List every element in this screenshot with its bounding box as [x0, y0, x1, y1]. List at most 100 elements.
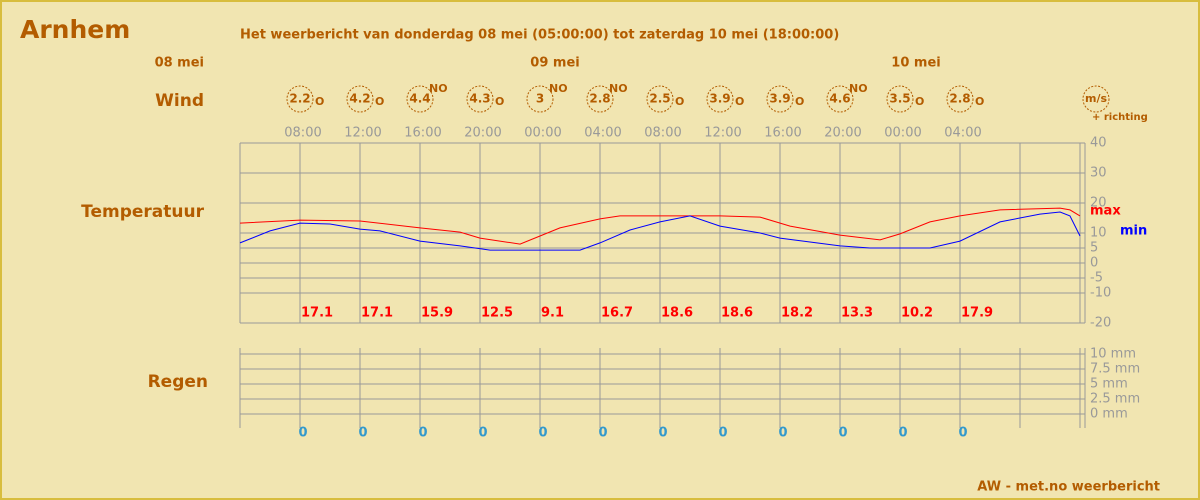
time-label: 00:00: [524, 126, 561, 141]
wind-circle: [646, 85, 674, 113]
period-max: 17.1: [301, 306, 333, 321]
wind-direction: O: [975, 95, 984, 108]
wind-speed: 2.8: [589, 92, 610, 106]
legend-max: max: [1090, 204, 1121, 219]
rain-value: 0: [958, 426, 967, 441]
wind-speed: 3.5: [889, 92, 910, 106]
time-label: 00:00: [884, 126, 921, 141]
time-label: 12:00: [704, 126, 741, 141]
period-max: 18.6: [661, 306, 693, 321]
y-tick-label: 0: [1090, 256, 1098, 271]
y-tick-label: 30: [1090, 166, 1107, 181]
footer: AW - met.no weerbericht: [977, 480, 1160, 495]
rain-value: 0: [598, 426, 607, 441]
legend-min: min: [1120, 224, 1147, 239]
subtitle: Het weerbericht van donderdag 08 mei (05…: [240, 28, 839, 43]
wind-speed: 3.9: [709, 92, 730, 106]
y-tick-label: 0 mm: [1090, 407, 1128, 422]
y-tick-label: 40: [1090, 136, 1107, 151]
time-label: 04:00: [584, 126, 621, 141]
rain-value: 0: [898, 426, 907, 441]
wind-circle: [466, 85, 494, 113]
time-label: 16:00: [404, 126, 441, 141]
time-label: 20:00: [824, 126, 861, 141]
wind-speed: 4.4: [409, 92, 430, 106]
wind-direction: O: [495, 95, 504, 108]
y-tick-label: 10 mm: [1090, 347, 1136, 362]
y-tick-label: 5 mm: [1090, 377, 1128, 392]
rain-value: 0: [718, 426, 727, 441]
title: Arnhem: [20, 15, 130, 44]
y-tick-label: 5: [1090, 241, 1098, 256]
period-max: 9.1: [541, 306, 564, 321]
wind-circle: [946, 85, 974, 113]
wind-direction: O: [315, 95, 324, 108]
date-label: 08 mei: [155, 56, 204, 71]
y-tick-label: 10: [1090, 226, 1107, 241]
rain-value: 0: [358, 426, 367, 441]
wind-speed: 3.9: [769, 92, 790, 106]
time-label: 08:00: [644, 126, 681, 141]
wind-direction: O: [375, 95, 384, 108]
y-tick-label: 20: [1090, 196, 1107, 211]
wind-direction: O: [675, 95, 684, 108]
temp-label: Temperatuur: [81, 202, 204, 222]
rain-value: 0: [538, 426, 547, 441]
y-tick-label: 2.5 mm: [1090, 392, 1140, 407]
wind-speed: 4.3: [469, 92, 490, 106]
wind-circle: [766, 85, 794, 113]
period-max: 10.2: [901, 306, 933, 321]
y-tick-label: -5: [1090, 271, 1103, 286]
wind-unit-circle: [1082, 85, 1110, 113]
period-max: 15.9: [421, 306, 453, 321]
wind-direction: NO: [429, 82, 448, 95]
rain-value: 0: [658, 426, 667, 441]
period-max: 13.3: [841, 306, 873, 321]
wind-speed: 3: [536, 92, 544, 106]
period-max: 16.7: [601, 306, 633, 321]
temp-line: [239, 211, 1081, 251]
wind-circle: [346, 85, 374, 113]
wind-circle: [706, 85, 734, 113]
wind-direction: NO: [609, 82, 628, 95]
wind-direction: O: [735, 95, 744, 108]
wind-direction: NO: [849, 82, 868, 95]
wind-label: Wind: [155, 91, 204, 111]
wind-unit: m/s: [1085, 92, 1107, 105]
wind-speed: 4.2: [349, 92, 370, 106]
wind-speed: 2.2: [289, 92, 310, 106]
time-label: 16:00: [764, 126, 801, 141]
wind-speed: 4.6: [829, 92, 850, 106]
wind-direction: NO: [549, 82, 568, 95]
time-label: 04:00: [944, 126, 981, 141]
rain-value: 0: [418, 426, 427, 441]
date-label: 09 mei: [530, 56, 579, 71]
period-max: 18.6: [721, 306, 753, 321]
rain-value: 0: [298, 426, 307, 441]
time-label: 20:00: [464, 126, 501, 141]
temp-line: [239, 207, 1081, 245]
period-max: 17.9: [961, 306, 993, 321]
rain-value: 0: [478, 426, 487, 441]
y-tick-label: -20: [1090, 316, 1111, 331]
wind-direction: O: [795, 95, 804, 108]
date-label: 10 mei: [891, 56, 940, 71]
wind-speed: 2.8: [949, 92, 970, 106]
rain-value: 0: [778, 426, 787, 441]
wind-unit-note: + richting: [1092, 112, 1148, 123]
rain-label: Regen: [148, 372, 208, 392]
wind-direction: O: [915, 95, 924, 108]
period-max: 12.5: [481, 306, 513, 321]
wind-circle: [826, 85, 854, 113]
wind-circle: [886, 85, 914, 113]
rain-value: 0: [838, 426, 847, 441]
wind-circle: [586, 85, 614, 113]
time-label: 12:00: [344, 126, 381, 141]
wind-circle: [526, 85, 554, 113]
period-max: 17.1: [361, 306, 393, 321]
wind-circle: [286, 85, 314, 113]
wind-speed: 2.5: [649, 92, 670, 106]
wind-circle: [406, 85, 434, 113]
y-tick-label: -10: [1090, 286, 1111, 301]
